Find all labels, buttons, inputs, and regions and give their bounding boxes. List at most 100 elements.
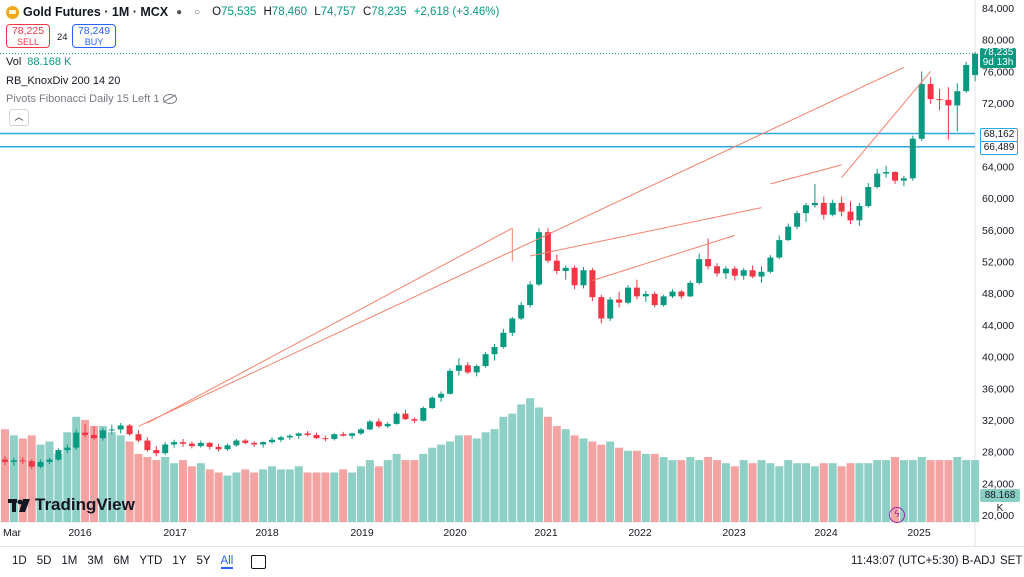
price-chart[interactable]: 84,00080,00076,00072,00068,00064,00060,0… bbox=[0, 0, 1024, 546]
y-tick-label: 80,000 bbox=[982, 35, 1014, 47]
lightning-icon[interactable]: ϟ bbox=[889, 507, 905, 523]
candle-body bbox=[785, 226, 792, 241]
y-tick-label: 60,000 bbox=[982, 193, 1014, 205]
range-button-ytd[interactable]: YTD bbox=[139, 555, 163, 567]
change-value: +2,618 (+3.46%) bbox=[413, 6, 500, 18]
ohlc-readout: O75,535 H78,460 L74,757 C78,235 +2,618 (… bbox=[212, 6, 500, 18]
range-button-1m[interactable]: 1M bbox=[61, 555, 78, 567]
candle-body bbox=[411, 419, 418, 421]
volume-bar bbox=[428, 447, 437, 522]
y-tick-label: 28,000 bbox=[982, 447, 1014, 459]
volume-bar bbox=[54, 453, 63, 522]
sell-button[interactable]: 78,225 SELL bbox=[6, 24, 50, 48]
buy-button[interactable]: 78,249 BUY bbox=[72, 24, 116, 48]
volume-bar bbox=[597, 444, 606, 522]
pivots-indicator[interactable]: Pivots Fibonacci Daily 15 Left 1 bbox=[6, 93, 178, 105]
candle-body bbox=[892, 171, 898, 181]
candle-body bbox=[642, 293, 649, 297]
range-button-5y[interactable]: 5Y bbox=[196, 555, 211, 567]
candle-body bbox=[607, 299, 614, 319]
candle-body bbox=[251, 442, 258, 445]
volume-bar bbox=[463, 435, 472, 522]
candle-body bbox=[776, 240, 783, 258]
spread-value: 24 bbox=[57, 32, 68, 43]
range-button-5d[interactable]: 5D bbox=[36, 555, 52, 567]
candle-body bbox=[767, 257, 774, 272]
volume-bar bbox=[303, 472, 312, 522]
volume-bar bbox=[926, 460, 935, 522]
volume-bar bbox=[232, 472, 241, 522]
b-adj-button[interactable]: B-ADJ bbox=[962, 555, 996, 567]
volume-bar bbox=[659, 457, 668, 522]
circle-icon[interactable]: ○ bbox=[194, 7, 201, 18]
candle-body bbox=[455, 365, 462, 371]
candle-body bbox=[188, 443, 195, 447]
candle-body bbox=[144, 440, 151, 451]
candle-body bbox=[856, 206, 863, 221]
volume-bar bbox=[606, 441, 615, 522]
volume-bar bbox=[481, 432, 490, 522]
volume-bar bbox=[285, 469, 294, 522]
range-button-1d[interactable]: 1D bbox=[12, 555, 27, 567]
calendar-icon[interactable] bbox=[251, 555, 267, 569]
candle-body bbox=[19, 460, 26, 462]
volume-bar bbox=[819, 463, 828, 522]
volume-indicator[interactable]: Vol 88.168 K bbox=[6, 56, 72, 68]
trend-line bbox=[147, 227, 513, 424]
volume-bar bbox=[828, 463, 837, 522]
range-button-3m[interactable]: 3M bbox=[87, 555, 104, 567]
y-tick-label: 72,000 bbox=[982, 98, 1014, 110]
candle-body bbox=[295, 433, 302, 436]
range-button-all[interactable]: All bbox=[220, 555, 234, 569]
candle-body bbox=[972, 53, 979, 76]
trend-line bbox=[592, 234, 735, 281]
candle-body bbox=[874, 173, 881, 188]
ellipsis-icon[interactable]: ● bbox=[176, 7, 183, 18]
volume-tag: 88.168 K bbox=[980, 489, 1020, 514]
volume-bar bbox=[143, 457, 152, 522]
y-tick-label: 32,000 bbox=[982, 415, 1014, 427]
candle-body bbox=[696, 259, 703, 283]
volume-bar bbox=[526, 398, 535, 522]
trend-line bbox=[841, 71, 931, 178]
candle-body bbox=[73, 432, 80, 448]
volume-bar bbox=[686, 457, 695, 522]
candle-body bbox=[233, 440, 240, 446]
hidden-eye-icon[interactable] bbox=[163, 94, 178, 105]
volume-bar bbox=[1, 429, 9, 522]
candle-body bbox=[366, 421, 373, 430]
candle-body bbox=[322, 438, 329, 440]
candle-body bbox=[313, 434, 320, 439]
candle-body bbox=[64, 447, 71, 451]
candle-body bbox=[625, 287, 631, 303]
volume-bar bbox=[223, 475, 232, 522]
volume-bar bbox=[490, 429, 499, 522]
candle-body bbox=[464, 365, 471, 373]
range-button-6m[interactable]: 6M bbox=[113, 555, 130, 567]
volume-bar bbox=[454, 435, 463, 522]
candle-body bbox=[126, 425, 133, 435]
collapse-legend-button[interactable]: ︿ bbox=[9, 109, 29, 126]
candle-body bbox=[900, 178, 907, 181]
volume-bar bbox=[36, 444, 45, 522]
volume-bar bbox=[561, 429, 570, 522]
candle-body bbox=[945, 99, 952, 106]
range-button-1y[interactable]: 1Y bbox=[172, 555, 187, 567]
volume-bar bbox=[374, 466, 383, 522]
candle-body bbox=[197, 442, 204, 447]
volume-bar bbox=[739, 460, 748, 522]
volume-bar bbox=[873, 460, 882, 522]
volume-bar bbox=[312, 472, 321, 522]
candle-body bbox=[171, 442, 178, 445]
chart-legend: Gold Futures · 1M · MCX ● ○ O75,535 H78,… bbox=[6, 5, 503, 20]
sell-label: SELL bbox=[16, 37, 40, 47]
candle-body bbox=[206, 442, 213, 447]
candle-body bbox=[135, 434, 142, 441]
y-tick-label: 24,000 bbox=[982, 478, 1014, 490]
candle-body bbox=[37, 461, 44, 467]
candle-body bbox=[215, 446, 222, 450]
symbol-title[interactable]: Gold Futures · 1M · MCX bbox=[23, 5, 169, 19]
knoxdiv-indicator[interactable]: RB_KnoxDiv 200 14 20 bbox=[6, 75, 121, 87]
x-tick-label: Mar bbox=[3, 527, 22, 539]
settings-button[interactable]: SET bbox=[1000, 555, 1023, 567]
